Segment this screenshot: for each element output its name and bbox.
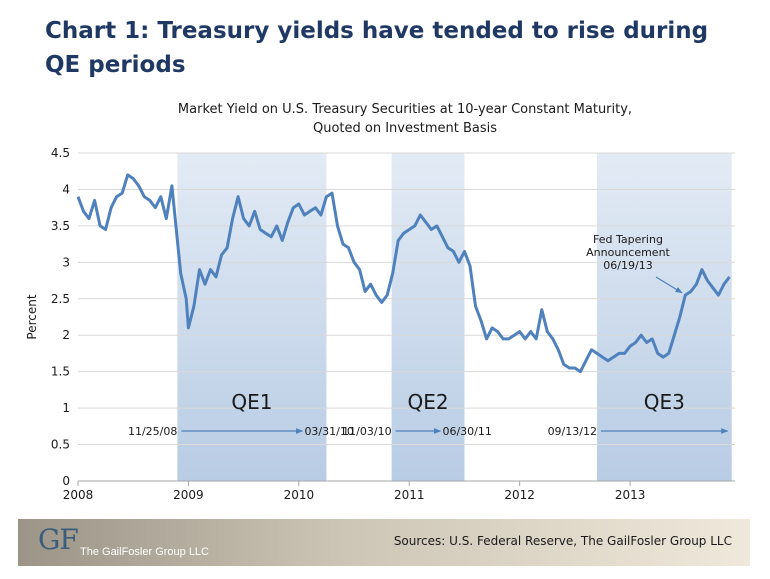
yield-series-line: [76, 173, 731, 374]
y-tick-label: 0: [62, 474, 70, 488]
y-tick-label: 4.5: [51, 146, 70, 160]
yield-chart: Market Yield on U.S. Treasury Securities…: [25, 102, 735, 502]
company-name: The GailFosler Group LLC: [80, 546, 209, 558]
company-logo: GF: [38, 523, 79, 556]
chart-title-line: Market Yield on U.S. Treasury Securities…: [178, 102, 632, 117]
annotation-text: 06/19/13: [603, 259, 652, 272]
annotation-text: Fed Tapering: [593, 233, 663, 246]
qe-start-date: 09/13/12: [548, 425, 597, 438]
y-axis-label: Percent: [25, 294, 39, 339]
qe-period-label: QE1: [231, 390, 272, 414]
x-tick-label: 2012: [504, 488, 535, 502]
x-tick-label: 2010: [284, 488, 315, 502]
y-tick-label: 1.5: [51, 365, 70, 379]
qe-shaded-period: [596, 153, 732, 481]
qe-start-date: 11/25/08: [128, 425, 177, 438]
x-tick-label: 2013: [615, 488, 646, 502]
y-tick-label: 3: [62, 255, 70, 269]
qe-shaded-period: [391, 153, 465, 481]
chart-title-line: Quoted on Investment Basis: [313, 121, 497, 136]
sources-note: Sources: U.S. Federal Reserve, The GailF…: [393, 534, 732, 548]
qe-end-date: 03/31/10: [304, 425, 353, 438]
footer-banner: GF The GailFosler Group LLC Sources: U.S…: [18, 519, 750, 566]
y-tick-label: 2.5: [51, 292, 70, 306]
x-tick-label: 2008: [63, 488, 94, 502]
annotation-text: Announcement: [586, 246, 670, 259]
y-tick-label: 0.5: [51, 438, 70, 452]
qe-start-date: 11/03/10: [342, 425, 391, 438]
annotation-arrow: [655, 276, 683, 294]
qe-end-date: 06/30/11: [442, 425, 491, 438]
qe-period-label: QE2: [407, 390, 448, 414]
qe-period-label: QE3: [644, 390, 685, 414]
y-tick-label: 1: [62, 401, 70, 415]
x-tick-label: 2011: [394, 488, 425, 502]
y-tick-label: 2: [62, 328, 70, 342]
slide-title: Chart 1: Treasury yields have tended to …: [45, 18, 709, 78]
y-tick-label: 4: [62, 182, 70, 196]
x-tick-label: 2009: [173, 488, 204, 502]
y-tick-label: 3.5: [51, 219, 70, 233]
